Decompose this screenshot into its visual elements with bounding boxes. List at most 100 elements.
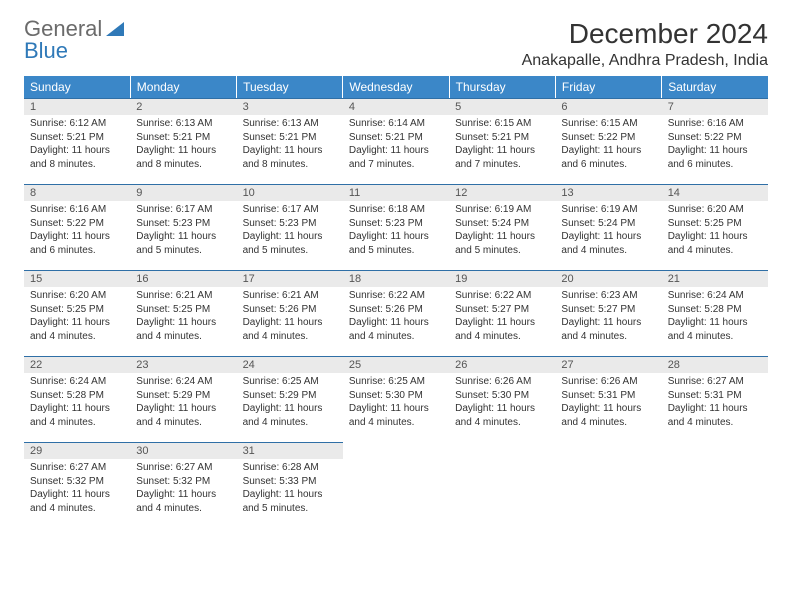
- calendar-cell: [662, 442, 768, 528]
- sunset-line: Sunset: 5:31 PM: [561, 389, 655, 403]
- day-details: Sunrise: 6:23 AMSunset: 5:27 PMDaylight:…: [555, 287, 661, 347]
- sunset-line: Sunset: 5:31 PM: [668, 389, 762, 403]
- daylight-line: Daylight: 11 hours and 4 minutes.: [668, 402, 762, 429]
- sunset-line: Sunset: 5:27 PM: [455, 303, 549, 317]
- calendar-cell: 24Sunrise: 6:25 AMSunset: 5:29 PMDayligh…: [237, 356, 343, 442]
- weekday-header: Saturday: [662, 76, 768, 98]
- sunset-line: Sunset: 5:22 PM: [561, 131, 655, 145]
- day-number: 7: [662, 98, 768, 115]
- day-number: 29: [24, 442, 130, 459]
- sunrise-line: Sunrise: 6:22 AM: [455, 289, 549, 303]
- calendar-cell: 12Sunrise: 6:19 AMSunset: 5:24 PMDayligh…: [449, 184, 555, 270]
- sunrise-line: Sunrise: 6:18 AM: [349, 203, 443, 217]
- day-number: 20: [555, 270, 661, 287]
- daylight-line: Daylight: 11 hours and 4 minutes.: [455, 402, 549, 429]
- sunrise-line: Sunrise: 6:13 AM: [136, 117, 230, 131]
- daylight-line: Daylight: 11 hours and 4 minutes.: [668, 316, 762, 343]
- sunrise-line: Sunrise: 6:26 AM: [561, 375, 655, 389]
- day-number: 31: [237, 442, 343, 459]
- daylight-line: Daylight: 11 hours and 5 minutes.: [136, 230, 230, 257]
- day-details: Sunrise: 6:20 AMSunset: 5:25 PMDaylight:…: [24, 287, 130, 347]
- daylight-line: Daylight: 11 hours and 7 minutes.: [455, 144, 549, 171]
- weekday-header: Wednesday: [343, 76, 449, 98]
- weekday-header: Monday: [130, 76, 236, 98]
- day-details: Sunrise: 6:20 AMSunset: 5:25 PMDaylight:…: [662, 201, 768, 261]
- calendar-cell: [343, 442, 449, 528]
- sunrise-line: Sunrise: 6:28 AM: [243, 461, 337, 475]
- weekday-header-row: Sunday Monday Tuesday Wednesday Thursday…: [24, 76, 768, 98]
- day-number: 14: [662, 184, 768, 201]
- sunset-line: Sunset: 5:23 PM: [349, 217, 443, 231]
- sunset-line: Sunset: 5:24 PM: [455, 217, 549, 231]
- calendar-cell: 15Sunrise: 6:20 AMSunset: 5:25 PMDayligh…: [24, 270, 130, 356]
- sunset-line: Sunset: 5:23 PM: [243, 217, 337, 231]
- daylight-line: Daylight: 11 hours and 5 minutes.: [243, 488, 337, 515]
- daylight-line: Daylight: 11 hours and 4 minutes.: [243, 402, 337, 429]
- sunset-line: Sunset: 5:33 PM: [243, 475, 337, 489]
- day-number: 8: [24, 184, 130, 201]
- sunrise-line: Sunrise: 6:20 AM: [668, 203, 762, 217]
- calendar-cell: [555, 442, 661, 528]
- calendar-cell: 11Sunrise: 6:18 AMSunset: 5:23 PMDayligh…: [343, 184, 449, 270]
- sunrise-line: Sunrise: 6:27 AM: [30, 461, 124, 475]
- daylight-line: Daylight: 11 hours and 4 minutes.: [668, 230, 762, 257]
- day-details: Sunrise: 6:21 AMSunset: 5:25 PMDaylight:…: [130, 287, 236, 347]
- sunrise-line: Sunrise: 6:15 AM: [561, 117, 655, 131]
- weekday-header: Tuesday: [237, 76, 343, 98]
- day-number: 3: [237, 98, 343, 115]
- day-number: 26: [449, 356, 555, 373]
- daylight-line: Daylight: 11 hours and 4 minutes.: [561, 316, 655, 343]
- daylight-line: Daylight: 11 hours and 5 minutes.: [349, 230, 443, 257]
- calendar-cell: 4Sunrise: 6:14 AMSunset: 5:21 PMDaylight…: [343, 98, 449, 184]
- sunset-line: Sunset: 5:24 PM: [561, 217, 655, 231]
- day-details: Sunrise: 6:12 AMSunset: 5:21 PMDaylight:…: [24, 115, 130, 175]
- calendar-row: 22Sunrise: 6:24 AMSunset: 5:28 PMDayligh…: [24, 356, 768, 442]
- sunrise-line: Sunrise: 6:15 AM: [455, 117, 549, 131]
- day-details: Sunrise: 6:17 AMSunset: 5:23 PMDaylight:…: [237, 201, 343, 261]
- daylight-line: Daylight: 11 hours and 4 minutes.: [30, 402, 124, 429]
- weekday-header: Friday: [555, 76, 661, 98]
- daylight-line: Daylight: 11 hours and 8 minutes.: [243, 144, 337, 171]
- day-number: 6: [555, 98, 661, 115]
- daylight-line: Daylight: 11 hours and 4 minutes.: [136, 316, 230, 343]
- day-number: 4: [343, 98, 449, 115]
- sunrise-line: Sunrise: 6:12 AM: [30, 117, 124, 131]
- day-details: Sunrise: 6:14 AMSunset: 5:21 PMDaylight:…: [343, 115, 449, 175]
- sunset-line: Sunset: 5:29 PM: [243, 389, 337, 403]
- sunset-line: Sunset: 5:22 PM: [668, 131, 762, 145]
- sunrise-line: Sunrise: 6:25 AM: [243, 375, 337, 389]
- day-details: Sunrise: 6:25 AMSunset: 5:29 PMDaylight:…: [237, 373, 343, 433]
- day-details: Sunrise: 6:21 AMSunset: 5:26 PMDaylight:…: [237, 287, 343, 347]
- day-number: 13: [555, 184, 661, 201]
- calendar-cell: 10Sunrise: 6:17 AMSunset: 5:23 PMDayligh…: [237, 184, 343, 270]
- daylight-line: Daylight: 11 hours and 4 minutes.: [30, 488, 124, 515]
- day-details: Sunrise: 6:19 AMSunset: 5:24 PMDaylight:…: [555, 201, 661, 261]
- sunset-line: Sunset: 5:26 PM: [349, 303, 443, 317]
- sunrise-line: Sunrise: 6:27 AM: [136, 461, 230, 475]
- header: General Blue December 2024 Anakapalle, A…: [24, 18, 768, 70]
- day-details: Sunrise: 6:16 AMSunset: 5:22 PMDaylight:…: [662, 115, 768, 175]
- sunrise-line: Sunrise: 6:25 AM: [349, 375, 443, 389]
- day-details: Sunrise: 6:15 AMSunset: 5:22 PMDaylight:…: [555, 115, 661, 175]
- daylight-line: Daylight: 11 hours and 6 minutes.: [561, 144, 655, 171]
- calendar-cell: 6Sunrise: 6:15 AMSunset: 5:22 PMDaylight…: [555, 98, 661, 184]
- daylight-line: Daylight: 11 hours and 7 minutes.: [349, 144, 443, 171]
- calendar-row: 8Sunrise: 6:16 AMSunset: 5:22 PMDaylight…: [24, 184, 768, 270]
- calendar-cell: 26Sunrise: 6:26 AMSunset: 5:30 PMDayligh…: [449, 356, 555, 442]
- sunset-line: Sunset: 5:27 PM: [561, 303, 655, 317]
- day-number: 24: [237, 356, 343, 373]
- daylight-line: Daylight: 11 hours and 6 minutes.: [668, 144, 762, 171]
- daylight-line: Daylight: 11 hours and 4 minutes.: [561, 230, 655, 257]
- calendar-cell: [449, 442, 555, 528]
- daylight-line: Daylight: 11 hours and 4 minutes.: [455, 316, 549, 343]
- calendar-cell: 29Sunrise: 6:27 AMSunset: 5:32 PMDayligh…: [24, 442, 130, 528]
- day-number: 17: [237, 270, 343, 287]
- calendar-cell: 13Sunrise: 6:19 AMSunset: 5:24 PMDayligh…: [555, 184, 661, 270]
- calendar-table: Sunday Monday Tuesday Wednesday Thursday…: [24, 76, 768, 528]
- calendar-cell: 3Sunrise: 6:13 AMSunset: 5:21 PMDaylight…: [237, 98, 343, 184]
- daylight-line: Daylight: 11 hours and 4 minutes.: [243, 316, 337, 343]
- day-number: 27: [555, 356, 661, 373]
- day-details: Sunrise: 6:27 AMSunset: 5:32 PMDaylight:…: [130, 459, 236, 519]
- sunrise-line: Sunrise: 6:16 AM: [30, 203, 124, 217]
- day-details: Sunrise: 6:24 AMSunset: 5:28 PMDaylight:…: [24, 373, 130, 433]
